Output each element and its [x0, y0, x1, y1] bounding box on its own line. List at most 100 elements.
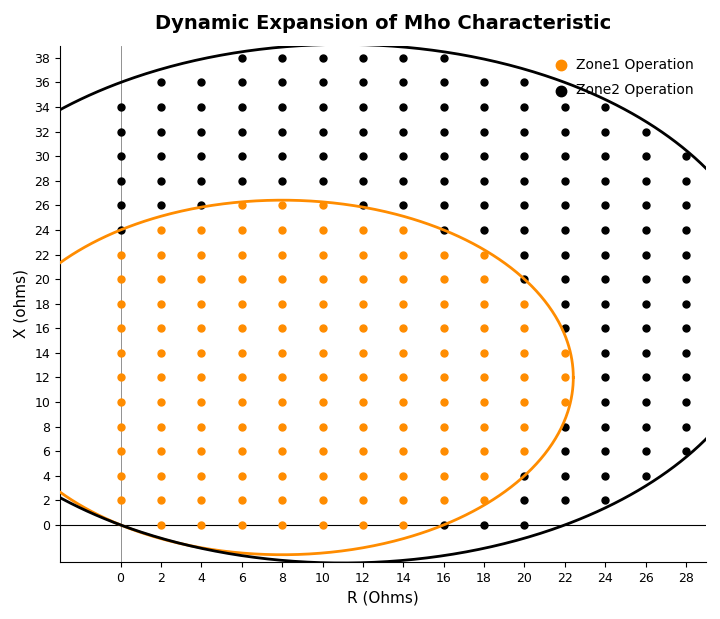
Zone1 Operation: [156, 323, 167, 333]
Zone1 Operation: [317, 446, 328, 456]
Zone1 Operation: [518, 422, 530, 431]
Zone2 Operation: [478, 225, 490, 235]
Zone1 Operation: [478, 422, 490, 431]
Zone2 Operation: [559, 274, 570, 284]
Zone2 Operation: [276, 151, 288, 161]
Zone2 Operation: [317, 53, 328, 63]
Zone1 Operation: [115, 348, 127, 358]
Zone2 Operation: [600, 471, 611, 481]
Zone2 Operation: [397, 201, 409, 210]
Zone1 Operation: [357, 299, 369, 309]
Zone2 Operation: [317, 176, 328, 186]
Zone1 Operation: [156, 422, 167, 431]
Zone2 Operation: [640, 422, 652, 431]
Zone1 Operation: [196, 471, 207, 481]
Zone2 Operation: [640, 127, 652, 137]
Zone1 Operation: [397, 373, 409, 383]
Zone1 Operation: [236, 249, 248, 259]
Zone1 Operation: [317, 249, 328, 259]
Zone1 Operation: [478, 249, 490, 259]
Zone2 Operation: [680, 446, 692, 456]
Zone1 Operation: [559, 373, 570, 383]
Zone2 Operation: [317, 77, 328, 87]
Zone2 Operation: [196, 102, 207, 112]
X-axis label: R (Ohms): R (Ohms): [347, 590, 419, 605]
Zone1 Operation: [196, 446, 207, 456]
Zone1 Operation: [196, 299, 207, 309]
Zone1 Operation: [115, 373, 127, 383]
Zone1 Operation: [156, 348, 167, 358]
Zone2 Operation: [236, 77, 248, 87]
Zone2 Operation: [559, 127, 570, 137]
Zone1 Operation: [276, 397, 288, 407]
Zone1 Operation: [478, 299, 490, 309]
Zone1 Operation: [438, 446, 449, 456]
Zone2 Operation: [600, 397, 611, 407]
Zone1 Operation: [276, 373, 288, 383]
Zone2 Operation: [196, 176, 207, 186]
Zone1 Operation: [478, 373, 490, 383]
Zone2 Operation: [518, 520, 530, 530]
Zone2 Operation: [438, 520, 449, 530]
Zone1 Operation: [438, 373, 449, 383]
Zone2 Operation: [397, 102, 409, 112]
Zone2 Operation: [640, 397, 652, 407]
Zone1 Operation: [357, 225, 369, 235]
Zone1 Operation: [115, 471, 127, 481]
Zone1 Operation: [196, 249, 207, 259]
Zone1 Operation: [317, 397, 328, 407]
Zone1 Operation: [357, 323, 369, 333]
Zone2 Operation: [559, 299, 570, 309]
Zone1 Operation: [357, 471, 369, 481]
Zone1 Operation: [276, 274, 288, 284]
Zone2 Operation: [600, 127, 611, 137]
Zone2 Operation: [600, 446, 611, 456]
Zone1 Operation: [357, 422, 369, 431]
Zone2 Operation: [680, 225, 692, 235]
Zone2 Operation: [438, 127, 449, 137]
Zone1 Operation: [478, 348, 490, 358]
Zone1 Operation: [397, 471, 409, 481]
Zone2 Operation: [438, 176, 449, 186]
Zone2 Operation: [236, 151, 248, 161]
Zone1 Operation: [276, 495, 288, 505]
Zone2 Operation: [600, 299, 611, 309]
Zone2 Operation: [518, 77, 530, 87]
Zone1 Operation: [397, 274, 409, 284]
Zone1 Operation: [236, 274, 248, 284]
Zone1 Operation: [438, 249, 449, 259]
Zone1 Operation: [357, 373, 369, 383]
Zone1 Operation: [438, 274, 449, 284]
Zone1 Operation: [115, 495, 127, 505]
Zone2 Operation: [156, 201, 167, 210]
Zone2 Operation: [680, 323, 692, 333]
Zone1 Operation: [397, 225, 409, 235]
Zone2 Operation: [640, 299, 652, 309]
Zone1 Operation: [317, 495, 328, 505]
Zone2 Operation: [600, 323, 611, 333]
Zone2 Operation: [357, 176, 369, 186]
Zone1 Operation: [478, 495, 490, 505]
Zone2 Operation: [438, 151, 449, 161]
Zone2 Operation: [276, 127, 288, 137]
Zone1 Operation: [559, 348, 570, 358]
Zone1 Operation: [115, 249, 127, 259]
Zone2 Operation: [518, 151, 530, 161]
Zone2 Operation: [600, 225, 611, 235]
Zone2 Operation: [600, 102, 611, 112]
Zone1 Operation: [518, 299, 530, 309]
Zone2 Operation: [600, 249, 611, 259]
Zone2 Operation: [115, 102, 127, 112]
Zone1 Operation: [236, 495, 248, 505]
Zone1 Operation: [276, 520, 288, 530]
Zone2 Operation: [397, 127, 409, 137]
Zone2 Operation: [640, 274, 652, 284]
Zone2 Operation: [559, 471, 570, 481]
Zone1 Operation: [236, 520, 248, 530]
Zone2 Operation: [680, 422, 692, 431]
Zone1 Operation: [115, 299, 127, 309]
Zone1 Operation: [438, 397, 449, 407]
Zone1 Operation: [357, 446, 369, 456]
Zone1 Operation: [397, 495, 409, 505]
Zone2 Operation: [518, 176, 530, 186]
